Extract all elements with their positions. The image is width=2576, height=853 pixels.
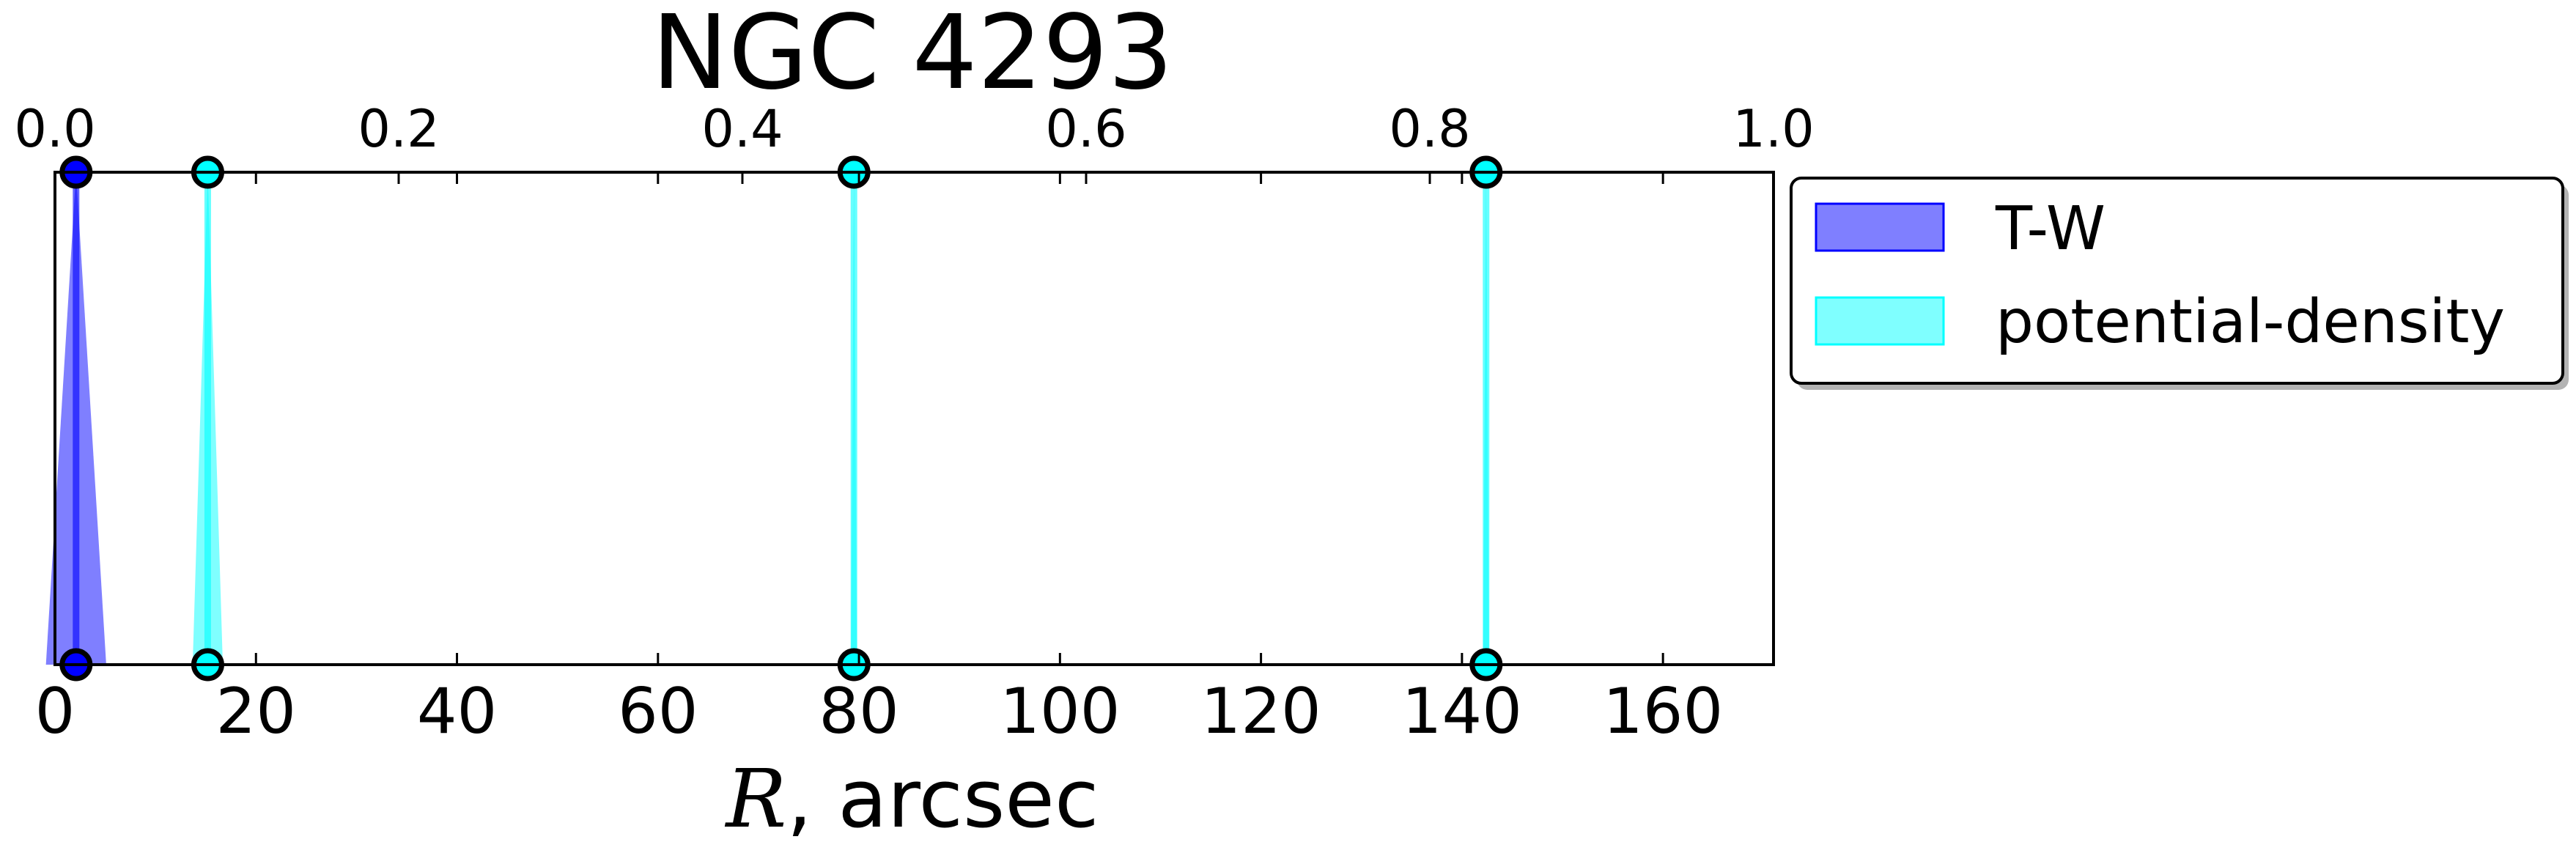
x-tick-label-7: 140 [1402,675,1522,748]
x-tick-label-0: 0 [35,675,75,748]
top-axis: 0.0 0.2 0.4 0.6 0.8 1.0 [14,99,1815,184]
x-tick-label-6: 120 [1201,675,1321,748]
top-tick-label-3: 0.6 [1045,99,1126,159]
x-tick-label-1: 20 [216,675,296,748]
x-tick-label-8: 160 [1603,675,1723,748]
bottom-axis: 0 20 40 60 80 100 120 140 160 [35,172,1723,748]
legend-swatch-t-w [1815,202,1945,252]
legend-label-t-w: T-W [1995,194,2106,264]
chart-title: NGC 4293 [652,0,1173,113]
x-axis-symbol: R [725,752,787,846]
legend-box [1790,177,2564,385]
x-tick-label-5: 100 [1000,675,1120,748]
top-tick-label-2: 0.4 [701,99,783,159]
legend: T-W potential-density [1790,177,2569,390]
x-axis-unit: , arcsec [786,752,1099,846]
legend-label-potential-density: potential-density [1996,287,2505,357]
plot-frame [53,171,1775,666]
x-axis-label: R, arcsec [725,752,1099,846]
x-tick-label-2: 40 [417,675,497,748]
top-tick-label-5: 1.0 [1732,99,1814,159]
x-tick-label-4: 80 [819,675,898,748]
x-tick-label-3: 60 [618,675,698,748]
legend-swatch-potential-density [1815,296,1945,346]
top-tick-label-1: 0.2 [358,99,439,159]
top-tick-label-0: 0.0 [14,99,95,159]
top-tick-label-4: 0.8 [1389,99,1470,159]
plot-marks [45,155,1503,682]
